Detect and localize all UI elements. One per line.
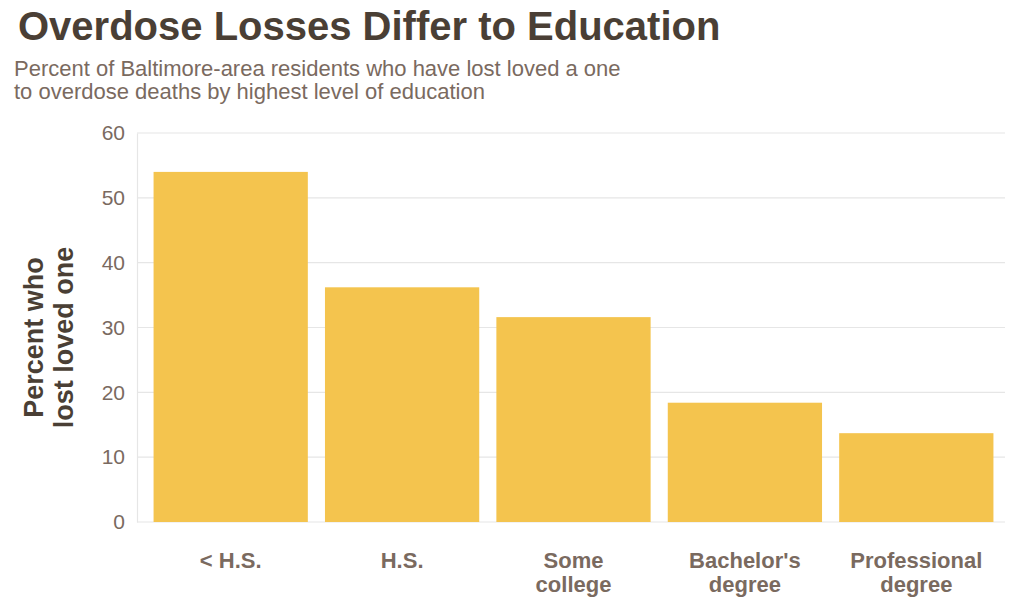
subtitle: to overdose deaths by highest level of e… xyxy=(14,79,485,104)
x-axis: < H.S. H.S. Somecollege Bachelor'sdegree Pro… xyxy=(146,522,1003,597)
y-tick: 30 xyxy=(102,316,137,339)
x-tick-label: < H.S. xyxy=(200,548,262,573)
y-axis-title-line: lost loved one xyxy=(49,247,79,429)
bar xyxy=(154,172,308,522)
subtitle: Percent of Baltimore-area residents who … xyxy=(14,56,621,81)
x-tick: Professionaldegree xyxy=(850,522,982,597)
x-tick-label: Somecollege xyxy=(536,548,612,597)
grid xyxy=(137,133,1005,522)
y-tick-label: 20 xyxy=(102,381,125,404)
bar xyxy=(325,287,479,522)
y-tick-label: 10 xyxy=(102,445,125,468)
chart: Overdose Losses Differ to Education Perce… xyxy=(0,0,1024,614)
title: Overdose Losses Differ to Education xyxy=(18,4,720,48)
x-tick: Somecollege xyxy=(536,522,612,597)
y-tick-label: 60 xyxy=(102,121,125,144)
y-tick-label: 40 xyxy=(102,251,125,274)
x-tick-label: Bachelor'sdegree xyxy=(689,548,801,597)
x-tick: < H.S. xyxy=(200,522,262,573)
y-axis-title: Percent wholost loved one xyxy=(19,247,79,429)
y-tick: 60 xyxy=(102,121,137,144)
y-tick-label: 30 xyxy=(102,316,125,339)
y-tick: 0 xyxy=(113,510,137,533)
bars xyxy=(154,172,994,522)
y-tick: 50 xyxy=(102,186,137,209)
bar xyxy=(839,433,993,522)
y-axis-title-line: Percent who xyxy=(19,257,49,418)
x-axis-line xyxy=(146,522,1003,523)
x-tick-label: H.S. xyxy=(381,548,424,573)
y-tick: 10 xyxy=(102,445,137,468)
x-tick: H.S. xyxy=(381,522,424,573)
bar xyxy=(668,403,822,522)
y-tick: 40 xyxy=(102,251,137,274)
y-axis-line xyxy=(137,134,138,523)
y-tick: 20 xyxy=(102,381,137,404)
y-tick-label: 50 xyxy=(102,186,125,209)
x-tick: Bachelor'sdegree xyxy=(689,522,801,597)
x-tick-label: Professionaldegree xyxy=(850,548,982,597)
y-axis: 0 10 20 30 40 50 60 xyxy=(102,121,138,533)
y-tick-label: 0 xyxy=(113,510,125,533)
grid-line xyxy=(137,132,1005,133)
bar xyxy=(496,317,650,522)
